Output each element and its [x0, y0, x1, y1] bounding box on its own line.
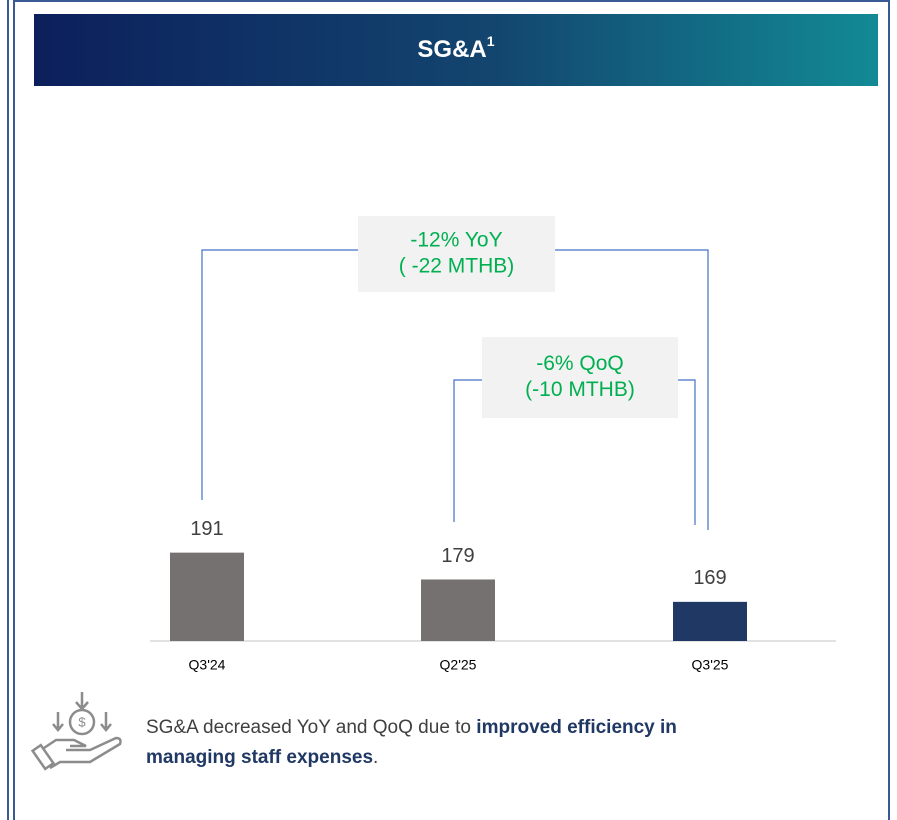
panel-border	[13, 0, 890, 820]
header-banner	[34, 14, 878, 86]
bar	[673, 601, 747, 641]
footnote-line: SG&A decreased YoY and QoQ due to improv…	[146, 717, 677, 738]
title-text: SG&A	[417, 36, 486, 63]
footnote-segment: SG&A decreased YoY and QoQ due to	[146, 717, 476, 738]
annotation-box	[358, 216, 555, 292]
footnote-segment: .	[373, 747, 378, 768]
x-tick-label: Q2'25	[440, 657, 477, 673]
x-tick-label: Q3'24	[189, 657, 226, 673]
footnote-line: managing staff expenses.	[146, 747, 378, 768]
x-tick-label: Q3'25	[692, 657, 729, 673]
value-label: 179	[441, 545, 474, 567]
annotation-text: (-10 MTHB)	[525, 378, 635, 401]
chart-title: SG&A1	[417, 33, 494, 64]
bar	[421, 579, 495, 641]
footnote-segment: managing staff expenses	[146, 747, 373, 768]
annotation-text: ( -22 MTHB)	[399, 255, 515, 278]
annotation-box	[482, 337, 678, 418]
dollar-sign: $	[78, 714, 86, 729]
footnote-segment: improved efficiency in	[476, 717, 677, 738]
annotation-text: -6% QoQ	[536, 352, 624, 375]
value-label: 169	[693, 567, 726, 589]
title-superscript: 1	[487, 33, 495, 49]
hand-coin-icon	[30, 692, 122, 771]
annotation-text: -12% YoY	[410, 229, 502, 252]
bar	[170, 552, 244, 641]
value-label: 191	[190, 518, 223, 540]
